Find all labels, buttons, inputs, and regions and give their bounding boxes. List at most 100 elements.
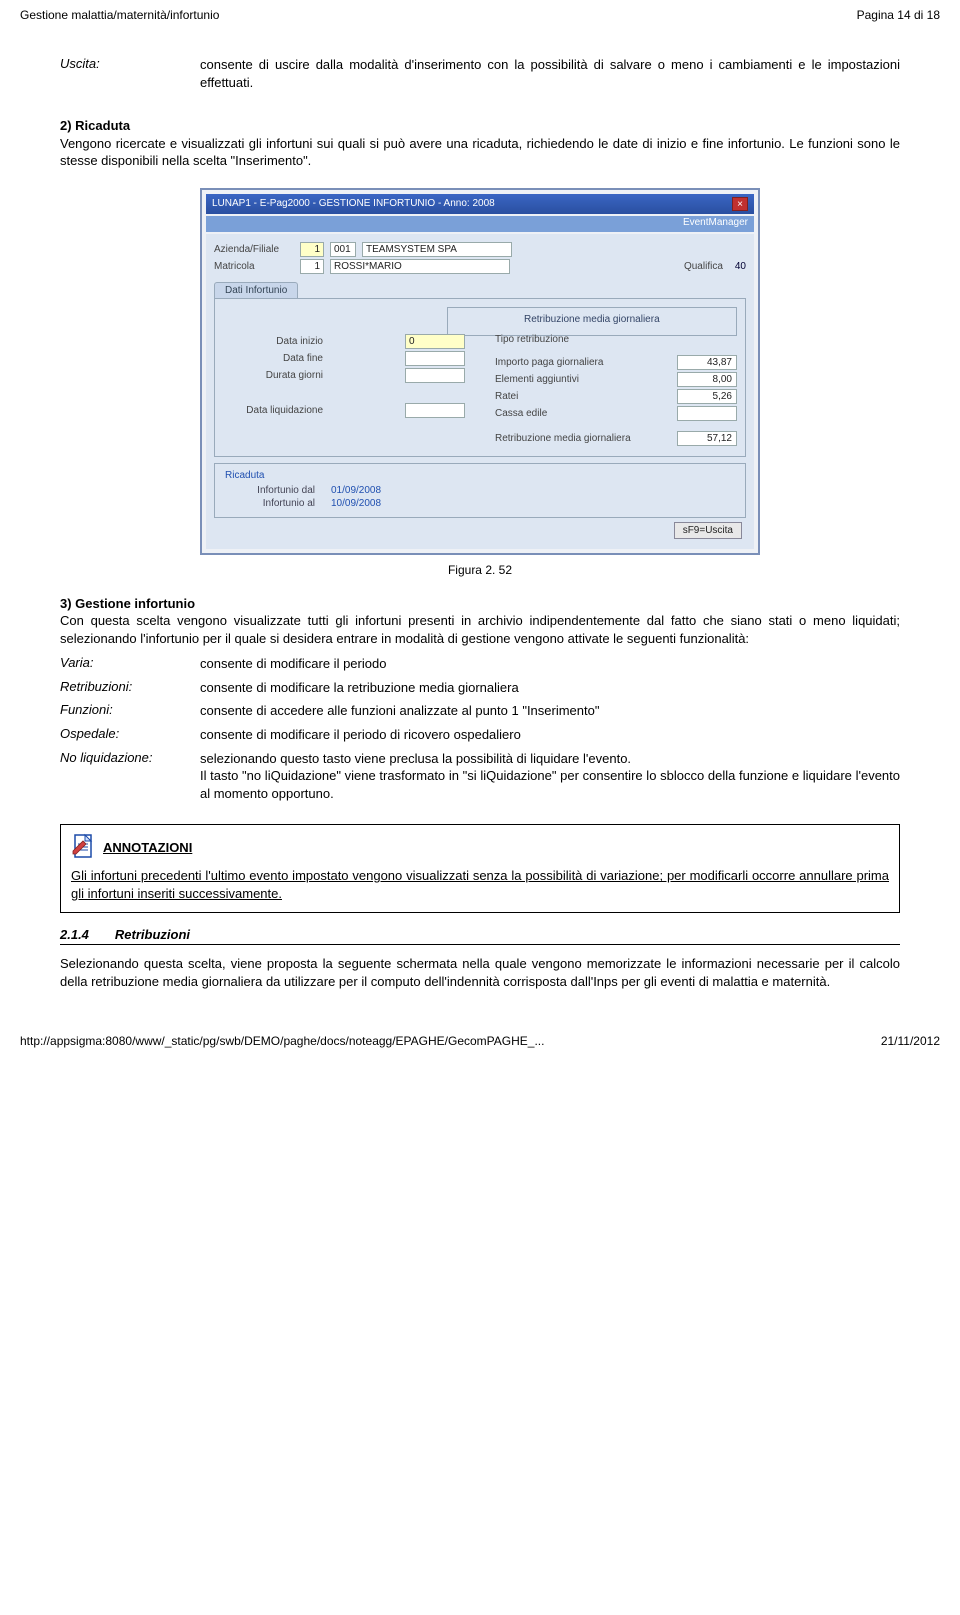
app-screenshot: LUNAP1 - E-Pag2000 - GESTIONE INFORTUNIO… [200, 188, 760, 555]
infortunio-al-label: Infortunio al [225, 498, 315, 509]
footer-url: http://appsigma:8080/www/_static/pg/swb/… [20, 1034, 544, 1048]
data-fine-row: Data fine [223, 351, 465, 366]
def-ospedale: Ospedale: consente di modificare il peri… [60, 726, 900, 744]
tipo-retr-row: Tipo retribuzione [495, 334, 737, 345]
def-funzioni: Funzioni: consente di accedere alle funz… [60, 702, 900, 720]
azienda-code[interactable]: 1 [300, 242, 324, 257]
section-body: Selezionando questa scelta, viene propos… [60, 955, 900, 990]
annot-body: Gli infortuni precedenti l'ultimo evento… [71, 867, 889, 902]
elementi-row: Elementi aggiuntivi 8,00 [495, 372, 737, 387]
importo-val: 43,87 [677, 355, 737, 370]
data-fine-label: Data fine [223, 353, 323, 364]
window-footer: sF9=Uscita [214, 518, 746, 543]
uscita-desc: consente di uscire dalla modalità d'inse… [200, 56, 900, 91]
header-left: Gestione malattia/maternità/infortunio [20, 8, 219, 22]
ricaduta-block: 2) Ricaduta Vengono ricercate e visualiz… [60, 117, 900, 170]
ricaduta-box: Ricaduta Infortunio dal 01/09/2008 Infor… [214, 463, 746, 518]
importo-label: Importo paga giornaliera [495, 357, 603, 368]
ospedale-term: Ospedale: [60, 726, 200, 744]
retr-media-row: Retribuzione media giornaliera 57,12 [495, 431, 737, 446]
ratei-val: 5,26 [677, 389, 737, 404]
durata-input[interactable] [405, 368, 465, 383]
page-content: Uscita: consente di uscire dalla modalit… [0, 26, 960, 1018]
varia-term: Varia: [60, 655, 200, 673]
screenshot-container: LUNAP1 - E-Pag2000 - GESTIONE INFORTUNIO… [60, 188, 900, 555]
def-no-liquidazione: No liquidazione: selezionando questo tas… [60, 750, 900, 803]
tipo-retr-label: Tipo retribuzione [495, 334, 569, 345]
matricola-row: Matricola 1 ROSSI*MARIO Qualifica 40 [214, 259, 746, 274]
qualifica-value: 40 [735, 261, 746, 272]
data-inizio-label: Data inizio [223, 336, 323, 347]
noliq-desc1: selezionando questo tasto viene preclusa… [200, 751, 631, 766]
ricaduta-title: 2) Ricaduta [60, 118, 130, 133]
window-banner: EventManager [206, 216, 754, 232]
retr-media-label: Retribuzione media giornaliera [495, 433, 631, 444]
figure-caption: Figura 2. 52 [60, 563, 900, 577]
right-col: Tipo retribuzione Importo paga giornalie… [495, 332, 737, 448]
ospedale-desc: consente di modificare il periodo di ric… [200, 726, 900, 744]
matricola-name[interactable]: ROSSI*MARIO [330, 259, 510, 274]
data-liq-input[interactable] [405, 403, 465, 418]
window-title: LUNAP1 - E-Pag2000 - GESTIONE INFORTUNIO… [212, 198, 495, 209]
cassa-label: Cassa edile [495, 408, 547, 419]
noliq-desc2: Il tasto "no liQuidazione" viene trasfor… [200, 768, 900, 801]
ratei-label: Ratei [495, 391, 518, 402]
varia-desc: consente di modificare il periodo [200, 655, 900, 673]
data-inizio-row: Data inizio 0 [223, 334, 465, 349]
elementi-label: Elementi aggiuntivi [495, 374, 579, 385]
left-col: Data inizio 0 Data fine Durata giorni [223, 332, 465, 448]
data-liq-row: Data liquidazione [223, 403, 465, 418]
azienda-row: Azienda/Filiale 1 001 TEAMSYSTEM SPA [214, 242, 746, 257]
funzioni-desc: consente di accedere alle funzioni anali… [200, 702, 900, 720]
durata-label: Durata giorni [223, 370, 323, 381]
retr-box-label: Retribuzione media giornaliera [458, 314, 726, 325]
header-right: Pagina 14 di 18 [857, 8, 940, 22]
ricaduta-box-label: Ricaduta [225, 470, 735, 481]
infortunio-al-row: Infortunio al 10/09/2008 [225, 498, 735, 509]
panel-main: Retribuzione media giornaliera Data iniz… [214, 298, 746, 457]
annot-title: ANNOTAZIONI [103, 840, 192, 855]
gestione-block: 3) Gestione infortunio Con questa scelta… [60, 595, 900, 648]
section-title: Retribuzioni [115, 927, 190, 942]
retr-media-val: 57,12 [677, 431, 737, 446]
section-number: 2.1.4 [60, 927, 89, 942]
azienda-name[interactable]: TEAMSYSTEM SPA [362, 242, 512, 257]
importo-row: Importo paga giornaliera 43,87 [495, 355, 737, 370]
ricaduta-body: Vengono ricercate e visualizzati gli inf… [60, 136, 900, 169]
data-fine-input[interactable] [405, 351, 465, 366]
data-liq-label: Data liquidazione [223, 405, 323, 416]
infortunio-dal-label: Infortunio dal [225, 485, 315, 496]
annotazioni-box: ANNOTAZIONI Gli infortuni precedenti l'u… [60, 824, 900, 913]
infortunio-dal-val: 01/09/2008 [331, 485, 381, 496]
noliq-desc: selezionando questo tasto viene preclusa… [200, 750, 900, 803]
matricola-code[interactable]: 1 [300, 259, 324, 274]
def-varia: Varia: consente di modificare il periodo [60, 655, 900, 673]
def-uscita: Uscita: consente di uscire dalla modalit… [60, 56, 900, 91]
gestione-title: 3) Gestione infortunio [60, 596, 195, 611]
qualifica-label: Qualifica [684, 261, 723, 272]
uscita-button[interactable]: sF9=Uscita [674, 522, 742, 539]
section-heading: 2.1.4 Retribuzioni [60, 927, 900, 942]
noliq-term: No liquidazione: [60, 750, 200, 803]
note-icon [71, 833, 97, 861]
durata-row: Durata giorni [223, 368, 465, 383]
data-inizio-input[interactable]: 0 [405, 334, 465, 349]
funzioni-term: Funzioni: [60, 702, 200, 720]
window-body: Azienda/Filiale 1 001 TEAMSYSTEM SPA Mat… [206, 234, 754, 549]
azienda-sub[interactable]: 001 [330, 242, 356, 257]
tab-dati-infortunio[interactable]: Dati Infortunio [214, 282, 298, 298]
cassa-val [677, 406, 737, 421]
close-icon[interactable]: × [732, 197, 748, 211]
elementi-val: 8,00 [677, 372, 737, 387]
infortunio-dal-row: Infortunio dal 01/09/2008 [225, 485, 735, 496]
gestione-body: Con questa scelta vengono visualizzate t… [60, 613, 900, 646]
azienda-label: Azienda/Filiale [214, 244, 294, 255]
def-retribuzioni: Retribuzioni: consente di modificare la … [60, 679, 900, 697]
matricola-label: Matricola [214, 261, 294, 272]
uscita-term: Uscita: [60, 56, 200, 91]
page-footer: http://appsigma:8080/www/_static/pg/swb/… [0, 1018, 960, 1056]
section-rule [60, 944, 900, 945]
window-titlebar: LUNAP1 - E-Pag2000 - GESTIONE INFORTUNIO… [206, 194, 754, 214]
retribuzioni-term: Retribuzioni: [60, 679, 200, 697]
cassa-row: Cassa edile [495, 406, 737, 421]
